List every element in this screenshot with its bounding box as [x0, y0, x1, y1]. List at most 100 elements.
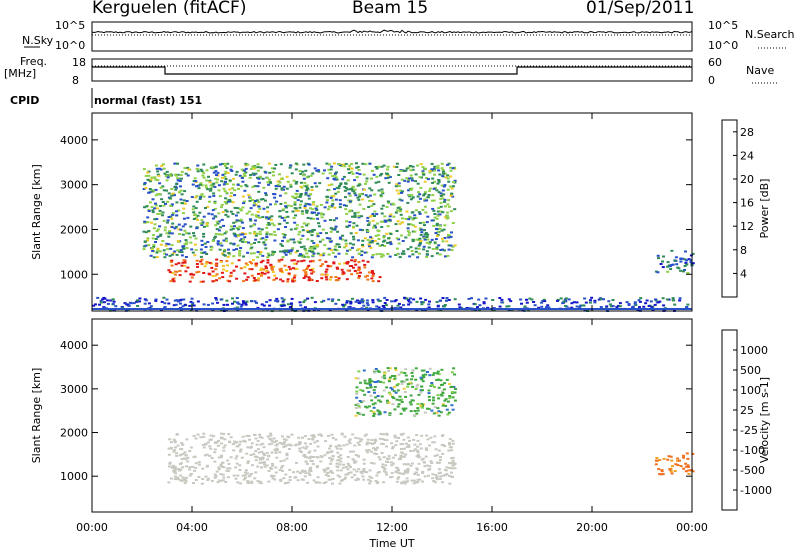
echo-cell-1 — [236, 183, 240, 186]
echo-cell-1 — [142, 230, 146, 233]
echo-cell-1 — [294, 192, 298, 195]
echo-cell-1 — [219, 206, 223, 209]
echo-cell-0 — [215, 470, 219, 473]
echo-cell-1 — [356, 211, 360, 214]
echo-cell-1 — [255, 199, 259, 202]
echo-cell-1 — [432, 412, 436, 415]
echo-cell-0 — [284, 445, 288, 448]
echo-cell-0 — [295, 461, 298, 464]
echo-cell-1 — [407, 179, 411, 181]
echo-cell-0 — [323, 468, 326, 471]
echo-cell-1 — [216, 240, 220, 243]
echo-cell-1 — [362, 207, 366, 210]
echo-cell-2 — [670, 459, 674, 462]
x-axis-label: Time UT — [368, 537, 414, 550]
echo-cell-2 — [354, 300, 358, 303]
echo-cell-1 — [394, 185, 398, 188]
echo-cell-1 — [411, 375, 415, 378]
echo-cell-2 — [286, 303, 290, 306]
echo-cell-1 — [284, 206, 288, 209]
echo-cell-2 — [407, 303, 411, 306]
echo-cell-0 — [219, 463, 223, 466]
date-label: 01/Sep/2011 — [586, 0, 695, 18]
echo-cell-1 — [350, 246, 354, 249]
echo-cell-2 — [561, 302, 565, 305]
echo-cell-0 — [250, 480, 254, 483]
echo-cell-1 — [278, 222, 282, 225]
echo-cell-1 — [335, 249, 339, 252]
echo-cell-1 — [151, 211, 155, 214]
echo-cell-0 — [182, 259, 186, 262]
echo-cell-1 — [421, 170, 425, 173]
echo-cell-1 — [175, 186, 178, 189]
echo-cell-1 — [170, 232, 174, 235]
echo-cell-1 — [365, 177, 369, 180]
echo-cell-0 — [176, 478, 180, 481]
echo-cell-1 — [265, 233, 269, 235]
echo-cell-1 — [229, 228, 233, 231]
echo-cell-1 — [216, 171, 220, 174]
echo-cell-0 — [329, 265, 333, 268]
echo-cell-2 — [583, 297, 587, 300]
echo-cell-1 — [347, 199, 351, 202]
echo-cell-2 — [289, 302, 293, 305]
echo-cell-1 — [240, 175, 244, 178]
echo-cell-1 — [227, 248, 230, 251]
echo-cell-1 — [172, 252, 176, 255]
echo-cell-1 — [406, 227, 410, 230]
echo-cell-2 — [509, 300, 513, 303]
echo-cell-1 — [386, 241, 389, 244]
echo-cell-1 — [289, 228, 293, 231]
echo-cell-0 — [260, 274, 263, 277]
echo-cell-0 — [306, 266, 310, 269]
echo-cell-1 — [286, 180, 290, 183]
echo-cell-1 — [205, 179, 209, 182]
echo-cell-2 — [268, 304, 272, 307]
echo-cell-1 — [163, 256, 167, 259]
echo-cell-1 — [338, 185, 342, 187]
echo-cell-1 — [408, 194, 411, 197]
echo-cell-1 — [421, 380, 425, 383]
echo-cell-2 — [268, 299, 272, 302]
echo-cell-1 — [155, 230, 159, 232]
echo-cell-1 — [428, 187, 432, 190]
echo-cell-1 — [389, 386, 393, 389]
echo-cell-0 — [180, 442, 184, 444]
echo-cell-2 — [415, 300, 419, 303]
echo-cell-1 — [291, 247, 295, 250]
echo-cell-2 — [661, 473, 665, 476]
echo-cell-1 — [198, 183, 202, 186]
echo-cell-1 — [298, 195, 302, 198]
echo-cell-1 — [329, 168, 333, 171]
echo-cell-1 — [193, 177, 197, 180]
echo-cell-0 — [169, 477, 173, 480]
echo-cell-1 — [292, 241, 296, 244]
echo-cell-1 — [217, 220, 221, 223]
echo-cell-0 — [279, 478, 283, 481]
y-tick-label: 2000 — [60, 223, 88, 236]
echo-cell-2 — [371, 299, 375, 302]
echo-cell-2 — [657, 301, 660, 304]
echo-cell-1 — [300, 254, 303, 257]
echo-cell-1 — [173, 227, 177, 230]
echo-cell-1 — [450, 404, 454, 407]
echo-cell-0 — [256, 448, 260, 451]
echo-cell-0 — [320, 434, 324, 437]
echo-cell-1 — [289, 238, 293, 241]
echo-cell-0 — [260, 466, 263, 469]
echo-cell-0 — [353, 270, 357, 272]
nsky-trace — [91, 29, 693, 34]
echo-cell-1 — [211, 240, 215, 242]
echo-cell-0 — [301, 436, 304, 439]
echo-cell-2 — [655, 459, 659, 462]
echo-cell-1 — [370, 200, 374, 203]
echo-cell-1 — [330, 165, 334, 168]
echo-cell-1 — [242, 238, 245, 241]
echo-cell-0 — [307, 451, 311, 454]
echo-cell-1 — [221, 252, 224, 255]
echo-cell-2 — [138, 300, 141, 303]
echo-cell-1 — [425, 241, 429, 244]
echo-cell-0 — [309, 269, 313, 271]
echo-cell-1 — [244, 184, 248, 187]
echo-cell-1 — [409, 394, 413, 397]
